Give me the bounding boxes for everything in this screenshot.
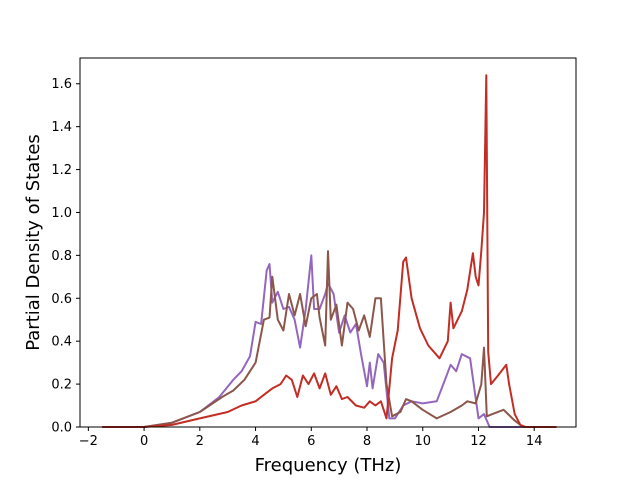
y-axis-label: Partial Density of States [23, 134, 44, 351]
x-tick-label: 2 [196, 434, 204, 449]
y-tick-label: 0.4 [51, 335, 72, 350]
y-tick-label: 1.6 [51, 77, 72, 92]
y-tick-label: 1.4 [51, 120, 72, 135]
series-line-1 [102, 254, 557, 428]
x-tick-label: 6 [307, 434, 315, 449]
x-axis-label: Frequency (THz) [255, 455, 402, 476]
x-tick-label: 4 [251, 434, 259, 449]
y-axis: 0.0 0.2 0.4 0.6 0.8 1.0 1.2 1.4 1.6 [51, 77, 80, 436]
y-tick-label: 0.8 [51, 249, 72, 264]
x-tick-label: 12 [470, 434, 487, 449]
x-tick-label: 10 [414, 434, 431, 449]
y-tick-label: 0.6 [51, 292, 72, 307]
series-layer [102, 74, 557, 428]
y-tick-label: 0.0 [51, 421, 72, 436]
series-line-2 [102, 250, 557, 428]
x-tick-label: −2 [79, 434, 98, 449]
y-tick-label: 0.2 [51, 378, 72, 393]
x-tick-label: 8 [363, 434, 371, 449]
y-tick-label: 1.2 [51, 163, 72, 178]
x-tick-label: 14 [526, 434, 543, 449]
series-line-3 [102, 74, 557, 428]
x-axis: −2 0 2 4 6 8 10 12 14 [79, 427, 543, 449]
plot-frame [79, 57, 577, 428]
y-tick-label: 1.0 [51, 206, 72, 221]
x-tick-label: 0 [140, 434, 148, 449]
